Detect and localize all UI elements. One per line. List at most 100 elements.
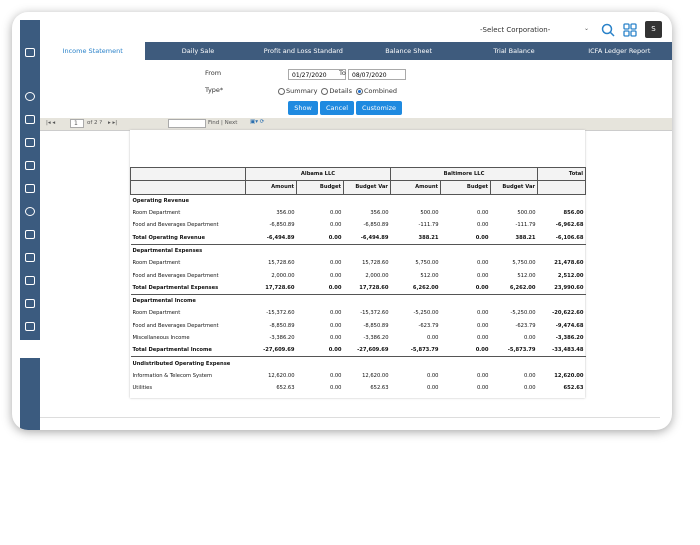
section-row: Operating Revenue bbox=[131, 194, 586, 207]
cell: -5,250.00 bbox=[510, 310, 536, 317]
pager-arrows[interactable]: ▸ ▸| bbox=[108, 120, 118, 126]
cell: 0.00 bbox=[329, 322, 342, 329]
radio-option[interactable]: Details bbox=[321, 87, 352, 95]
nav-icon[interactable] bbox=[25, 207, 35, 216]
cell: 356.00 bbox=[370, 210, 389, 217]
cell: -8,850.89 bbox=[363, 322, 389, 329]
tab[interactable]: Daily Sale bbox=[181, 47, 215, 55]
cell: 0.00 bbox=[329, 385, 342, 392]
radio-option[interactable]: Combined bbox=[355, 87, 397, 95]
row-label: Total Departmental Expenses bbox=[130, 281, 246, 295]
tab[interactable]: Balance Sheet bbox=[385, 47, 433, 55]
cell: 388.21 bbox=[390, 231, 441, 245]
tab[interactable]: Trial Balance bbox=[493, 47, 535, 55]
cell: 0.00 bbox=[426, 335, 439, 341]
radio-label: Details bbox=[329, 87, 352, 95]
section-heading: Departmental Income bbox=[130, 293, 586, 308]
cell: -3,386.20 bbox=[269, 335, 295, 341]
nav-icon[interactable] bbox=[25, 230, 35, 239]
cell: 5,750.00 bbox=[512, 260, 536, 267]
nav-icon[interactable] bbox=[25, 161, 35, 170]
cell: 0.00 bbox=[426, 372, 439, 379]
row-label: Total Departmental Income bbox=[130, 344, 246, 358]
section-row: Undistributed Operating Expense bbox=[130, 356, 586, 370]
nav-icon[interactable] bbox=[25, 299, 35, 308]
nav-icon[interactable] bbox=[25, 253, 35, 262]
cell: -5,250.00 bbox=[413, 310, 439, 317]
cell: 0.00 bbox=[329, 210, 342, 217]
find-input[interactable] bbox=[168, 119, 206, 128]
cell: -6,850.89 bbox=[363, 222, 389, 229]
column-header: Budget Var bbox=[343, 180, 391, 195]
tab[interactable]: Income Statement bbox=[40, 42, 146, 60]
cell: 0.00 bbox=[296, 231, 344, 245]
button[interactable]: Customize bbox=[356, 101, 402, 115]
radio-option[interactable]: Summary bbox=[278, 87, 317, 95]
cell: 652.63 bbox=[563, 385, 584, 392]
nav-icon[interactable] bbox=[25, 115, 35, 124]
cell: 0.00 bbox=[329, 372, 342, 379]
nav-icon[interactable] bbox=[25, 184, 35, 193]
home-icon[interactable] bbox=[25, 48, 35, 57]
column-header: Budget Var bbox=[489, 180, 539, 195]
report-row: Food and Beverages Department -6,850.89 0.… bbox=[131, 219, 586, 231]
row-label: Food and Beverages Department bbox=[132, 322, 219, 329]
tab[interactable]: ICFA Ledger Report bbox=[588, 47, 651, 55]
search-icon[interactable] bbox=[601, 23, 615, 37]
page-input[interactable]: 1 bbox=[70, 119, 84, 128]
cell: 12,620.00 bbox=[362, 372, 389, 379]
cell: 0.00 bbox=[476, 335, 489, 341]
cell: -623.79 bbox=[515, 322, 536, 329]
user-avatar[interactable]: S bbox=[645, 21, 662, 38]
cell: 512.00 bbox=[420, 272, 439, 279]
row-label: Miscellaneous Income bbox=[132, 335, 190, 341]
to-date[interactable]: 08/07/2020 bbox=[348, 69, 406, 80]
cell: 17,728.60 bbox=[343, 281, 391, 295]
from-date[interactable]: 01/27/2020 bbox=[288, 69, 346, 80]
type-label: Type* bbox=[205, 86, 224, 94]
cell: 21,478.60 bbox=[554, 260, 584, 267]
group-header: Albama LLC bbox=[245, 166, 391, 182]
radio-label: Summary bbox=[286, 87, 318, 95]
cell: 0.00 bbox=[329, 272, 342, 279]
pager-arrows[interactable]: |◂ ◂ bbox=[46, 120, 56, 126]
report-row: Food and Beverages Department 2,000.00 0.0… bbox=[131, 269, 586, 281]
cell: 0.00 bbox=[523, 385, 536, 392]
cell: 2,000.00 bbox=[271, 272, 295, 279]
cell: -27,609.69 bbox=[245, 344, 297, 358]
cell: 652.63 bbox=[370, 385, 389, 392]
cell: 0.00 bbox=[329, 222, 342, 229]
cell: 0.00 bbox=[296, 281, 344, 295]
cell: -6,962.68 bbox=[555, 222, 584, 229]
section-heading: Departmental Expenses bbox=[130, 243, 586, 258]
cell: 2,512.00 bbox=[557, 272, 584, 279]
cell: 0.00 bbox=[440, 281, 491, 295]
cell: 17,728.60 bbox=[245, 281, 297, 295]
report-row: Total Operating Revenue -6,494.89 0.00 -6,4… bbox=[130, 231, 586, 245]
cell: 500.00 bbox=[420, 210, 439, 217]
nav-icon[interactable] bbox=[25, 276, 35, 285]
cell: -3,386.20 bbox=[555, 335, 584, 341]
cell: 652.63 bbox=[276, 385, 295, 392]
cell: 0.00 bbox=[476, 210, 489, 217]
button[interactable]: Show bbox=[288, 101, 318, 115]
export-icon[interactable]: ▣▾ ⟳ bbox=[250, 119, 265, 125]
active-nav[interactable] bbox=[20, 340, 40, 358]
nav-icon[interactable] bbox=[25, 138, 35, 147]
cell: 0.00 bbox=[476, 272, 489, 279]
nav-icon[interactable] bbox=[25, 322, 35, 331]
apps-icon[interactable] bbox=[623, 23, 637, 37]
button[interactable]: Cancel bbox=[320, 101, 354, 115]
cell: -111.79 bbox=[515, 222, 536, 229]
header-row: Albama LLC Baltimore LLC Total bbox=[130, 166, 587, 182]
tab[interactable]: Profit and Loss Standard bbox=[263, 47, 343, 55]
nav-icon[interactable] bbox=[25, 92, 35, 101]
header-cell bbox=[130, 166, 246, 182]
corporation-select[interactable]: -Select Corporation- bbox=[480, 26, 551, 34]
page-count: of 2 ? bbox=[87, 120, 103, 126]
cell: -6,494.89 bbox=[343, 231, 391, 245]
report-table: Albama LLC Baltimore LLC Total Amount Budget… bbox=[130, 166, 587, 394]
radio bbox=[321, 87, 329, 95]
find-next[interactable]: Find | Next bbox=[208, 120, 238, 126]
